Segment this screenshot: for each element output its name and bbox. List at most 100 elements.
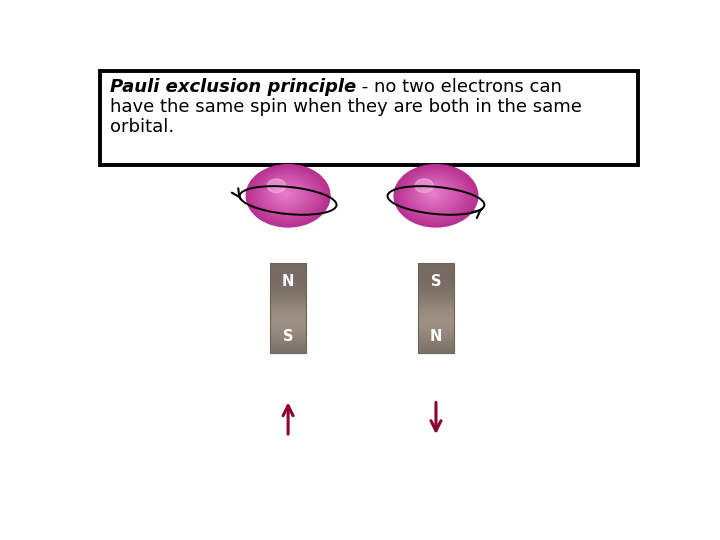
Circle shape xyxy=(271,183,302,206)
Circle shape xyxy=(254,170,321,220)
Circle shape xyxy=(272,184,300,205)
Bar xyxy=(418,312,454,314)
Bar xyxy=(270,327,306,329)
Bar xyxy=(418,311,454,313)
Bar xyxy=(418,286,454,287)
Bar xyxy=(418,314,454,315)
Bar xyxy=(418,303,454,305)
Circle shape xyxy=(264,177,311,212)
Bar xyxy=(270,282,306,284)
Bar xyxy=(270,296,306,298)
Bar xyxy=(418,266,454,268)
Bar xyxy=(270,298,306,299)
Bar xyxy=(270,272,306,274)
Bar xyxy=(418,292,454,293)
Bar xyxy=(418,348,454,350)
Bar xyxy=(418,302,454,303)
Bar xyxy=(270,348,306,350)
Bar xyxy=(418,288,454,290)
Bar xyxy=(418,308,454,309)
Circle shape xyxy=(419,183,450,206)
Circle shape xyxy=(408,175,462,214)
Bar xyxy=(270,329,306,330)
Bar xyxy=(418,300,454,302)
Bar xyxy=(418,265,454,266)
Circle shape xyxy=(418,182,451,207)
Text: S: S xyxy=(283,329,293,345)
Bar xyxy=(270,278,306,280)
Circle shape xyxy=(269,181,305,208)
Circle shape xyxy=(408,174,463,216)
Bar xyxy=(270,345,306,347)
Bar xyxy=(270,343,306,345)
Bar xyxy=(418,351,454,353)
Bar xyxy=(418,329,454,330)
Circle shape xyxy=(432,192,435,194)
Bar xyxy=(418,306,454,308)
Bar xyxy=(418,341,454,342)
Bar xyxy=(270,299,306,301)
Bar xyxy=(270,312,306,314)
Circle shape xyxy=(424,187,444,201)
Circle shape xyxy=(414,179,456,210)
Bar xyxy=(270,293,306,295)
Bar xyxy=(270,271,306,272)
Text: N: N xyxy=(430,329,442,345)
Bar xyxy=(418,274,454,275)
Bar xyxy=(418,349,454,351)
Bar xyxy=(418,294,454,296)
Circle shape xyxy=(413,178,457,211)
Bar xyxy=(270,306,306,308)
Circle shape xyxy=(422,185,446,204)
Circle shape xyxy=(270,182,303,207)
Bar xyxy=(418,317,454,319)
Circle shape xyxy=(420,184,449,205)
Bar xyxy=(418,275,454,277)
Circle shape xyxy=(279,188,293,199)
Circle shape xyxy=(282,191,290,197)
Circle shape xyxy=(258,173,317,217)
Circle shape xyxy=(275,186,297,202)
Bar xyxy=(418,309,454,311)
Bar xyxy=(418,323,454,325)
Bar xyxy=(418,338,454,339)
Bar xyxy=(270,317,306,319)
Circle shape xyxy=(251,168,324,222)
Bar xyxy=(270,281,306,283)
Bar xyxy=(270,284,306,286)
Circle shape xyxy=(394,165,478,227)
Bar xyxy=(418,336,454,338)
Bar xyxy=(418,345,454,347)
Bar xyxy=(418,290,454,292)
Circle shape xyxy=(278,187,294,200)
Bar xyxy=(270,332,306,333)
Bar xyxy=(270,268,306,269)
Text: N: N xyxy=(282,274,294,289)
Bar xyxy=(418,326,454,327)
Bar xyxy=(270,323,306,325)
Bar xyxy=(270,292,306,293)
Bar xyxy=(418,342,454,344)
Bar xyxy=(270,333,306,335)
Bar xyxy=(418,268,454,269)
Circle shape xyxy=(415,179,433,193)
Bar xyxy=(418,278,454,280)
Circle shape xyxy=(257,172,318,218)
Circle shape xyxy=(280,190,292,198)
Circle shape xyxy=(430,191,438,197)
Bar xyxy=(270,321,306,323)
Circle shape xyxy=(276,187,296,201)
Bar xyxy=(418,276,454,278)
Text: S: S xyxy=(431,274,441,289)
Circle shape xyxy=(400,170,470,221)
Bar xyxy=(418,324,454,326)
Bar xyxy=(418,287,454,289)
Circle shape xyxy=(415,180,454,209)
Bar xyxy=(418,315,454,317)
Text: - no two electrons can: - no two electrons can xyxy=(356,78,562,96)
Circle shape xyxy=(256,171,320,219)
Bar xyxy=(270,294,306,296)
Circle shape xyxy=(398,167,473,224)
Bar xyxy=(270,309,306,311)
Bar xyxy=(418,282,454,284)
